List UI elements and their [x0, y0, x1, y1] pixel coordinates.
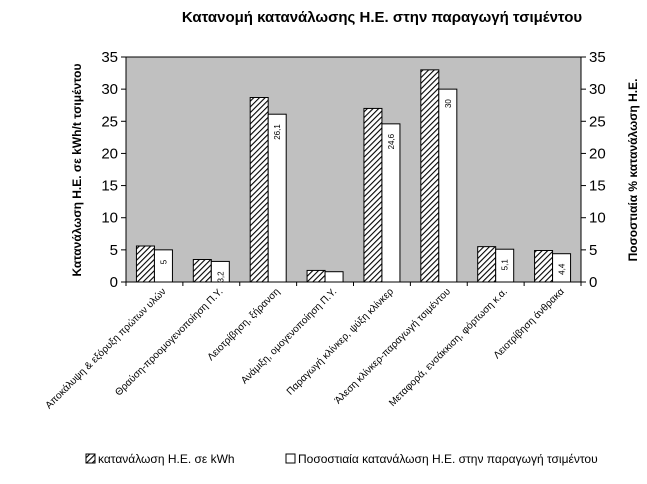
data-label: 3,2	[216, 271, 225, 283]
bar-series-1	[249, 97, 269, 283]
chart-title: Κατανομή κατανάλωσης Η.Ε. στην παραγωγή …	[182, 9, 582, 26]
y-tick-label-left: 10	[101, 210, 118, 227]
y-tick-label-left: 35	[101, 49, 118, 66]
y-tick-label-right: 0	[589, 274, 597, 291]
data-label: 30	[444, 99, 453, 108]
y-tick-label-right: 15	[589, 178, 606, 195]
bar-series-1	[306, 269, 326, 283]
x-tick-label: Παραγωγή κλίνκερ, ψύξη κλίνκερ	[284, 285, 396, 397]
legend-swatch-series-1	[85, 453, 96, 464]
bar-series-2	[438, 88, 458, 283]
legend-label-series-1: κατανάλωση Η.Ε. σε kWh	[98, 452, 235, 466]
plot-background	[125, 56, 582, 283]
y-axis-label-left: Κατανάλωση Η.Ε. σε kWh/t τσιμέντου	[70, 63, 84, 276]
data-label: 24,6	[387, 133, 396, 149]
x-tick-label: Ανάμιξη, ομογενοποίηση Π.Υ.	[238, 286, 339, 387]
legend-swatch-series-2	[285, 453, 296, 464]
y-tick-label-right: 35	[589, 49, 606, 66]
data-label: 5	[159, 259, 168, 264]
y-tick-label-right: 10	[589, 210, 606, 227]
y-tick-label-left: 20	[101, 145, 118, 162]
legend-label-series-2: Ποσοστιαία κατανάλωση Η.Ε. στην παραγωγή…	[298, 452, 598, 466]
bar-series-2	[495, 248, 515, 283]
y-tick-label-right: 5	[589, 242, 597, 259]
x-tick-label: Άλεση κλίνκερ-παραγωγή τσιμέντου	[332, 286, 453, 407]
bar-series-1	[534, 250, 554, 283]
y-tick-label-left: 15	[101, 178, 118, 195]
y-tick-label-right: 25	[589, 113, 606, 130]
bar-series-1	[477, 246, 497, 283]
x-tick-label: Μεταφορά, ενσάκκιση, φόρτωση κ.α.	[386, 286, 509, 409]
bar-series-2	[153, 249, 173, 283]
bar-series-2	[267, 113, 287, 283]
bar-series-1	[135, 245, 155, 283]
bar-series-1	[363, 107, 383, 283]
y-tick-label-left: 5	[110, 242, 118, 259]
y-axis-label-right: Ποσοστιαία % κατανάλωση Η.Ε.	[626, 79, 640, 262]
data-label: 5,1	[501, 259, 510, 271]
bar-series-2	[381, 123, 401, 283]
y-tick-label-right: 30	[589, 81, 606, 98]
bar-series-1	[420, 69, 440, 283]
bar-series-2	[552, 253, 572, 283]
data-label: 26,1	[273, 124, 282, 140]
data-label: 4,4	[558, 263, 567, 275]
y-tick-label-right: 20	[589, 145, 606, 162]
y-tick-label-left: 30	[101, 81, 118, 98]
bar-series-2	[210, 260, 230, 283]
x-tick-label: Αποκάλυψη & εξόρυξη πρώτων υλών	[43, 286, 169, 412]
x-tick-label: Θραύση-προομογενοποίηση Π.Υ.	[113, 286, 226, 399]
y-tick-label-left: 0	[110, 274, 118, 291]
y-tick-label-left: 25	[101, 113, 118, 130]
bar-series-1	[192, 259, 212, 283]
legend: κατανάλωση Η.Ε. σε kWh Ποσοστιαία κατανάλ…	[85, 452, 598, 466]
bar-series-2	[324, 271, 344, 283]
plot-area: 0 0 5 5 10 10 15 15 20 20 25 25 30 30 35 35 5 Αποκάλυψη &…	[43, 49, 606, 411]
